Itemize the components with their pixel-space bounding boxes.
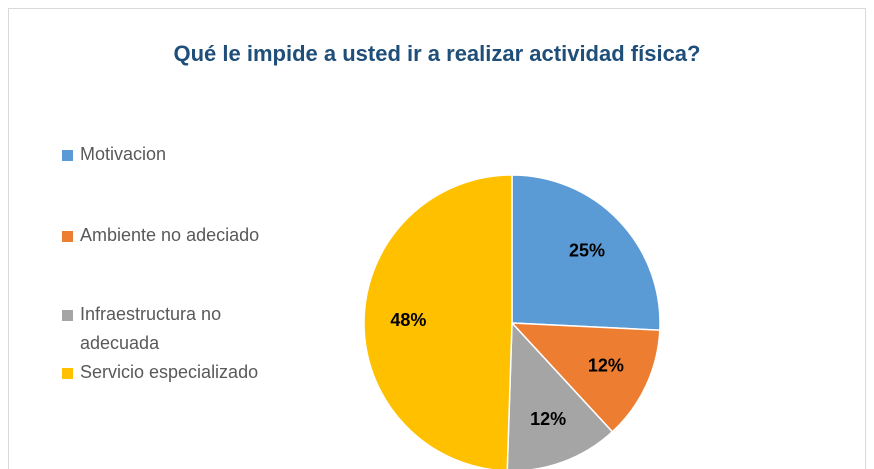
legend-label: Ambiente no adeciado	[80, 225, 260, 245]
data-label: 12%	[530, 409, 566, 429]
legend-item: Servicio especializado	[62, 358, 292, 387]
data-label: 12%	[588, 356, 624, 376]
legend-swatch	[62, 150, 73, 161]
data-label: 25%	[569, 240, 605, 260]
pie-slice	[363, 174, 513, 469]
legend-label: Motivacion	[80, 144, 167, 164]
data-label: 48%	[390, 310, 426, 330]
legend-item: Motivacion	[62, 140, 292, 169]
legend-label: Infraestructura no adecuada	[80, 304, 222, 353]
pie-slice	[506, 321, 614, 469]
legend-item: Infraestructura no adecuada	[62, 300, 292, 358]
legend-swatch	[62, 368, 73, 379]
pie-slice	[511, 174, 661, 331]
chart-title: Qué le impide a usted ir a realizar acti…	[174, 41, 701, 66]
pie-slice	[510, 322, 661, 433]
legend-swatch	[62, 231, 73, 242]
legend-swatch	[62, 310, 73, 321]
legend-label: Servicio especializado	[80, 362, 259, 382]
legend: Motivacion Ambiente no adeciado Infraestru…	[62, 140, 292, 387]
legend-item: Ambiente no adeciado	[62, 221, 292, 250]
